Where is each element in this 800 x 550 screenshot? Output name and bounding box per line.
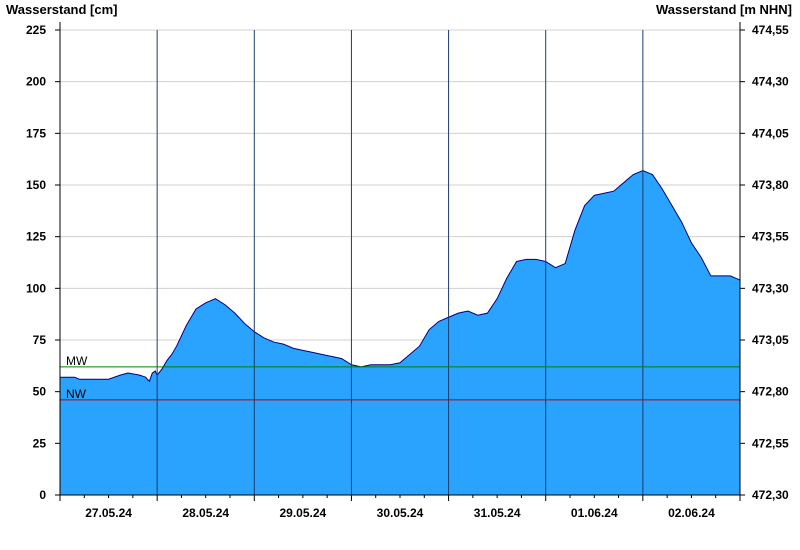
y-tick-label-left: 125 <box>26 230 46 244</box>
y-tick-label-right: 473,55 <box>752 230 789 244</box>
y-tick-label-left: 75 <box>33 333 47 347</box>
x-tick-label: 31.05.24 <box>474 506 521 520</box>
y-axis-label-left: Wasserstand [cm] <box>6 2 118 17</box>
y-tick-label-left: 150 <box>26 178 46 192</box>
x-tick-label: 28.05.24 <box>182 506 229 520</box>
y-tick-label-left: 225 <box>26 23 46 37</box>
y-tick-label-right: 473,80 <box>752 178 789 192</box>
y-tick-label-left: 175 <box>26 126 46 140</box>
x-tick-label: 02.06.24 <box>668 506 715 520</box>
y-tick-label-right: 472,55 <box>752 436 789 450</box>
x-tick-label: 30.05.24 <box>377 506 424 520</box>
water-level-line <box>60 169 741 383</box>
y-tick-label-right: 474,30 <box>752 75 789 89</box>
y-tick-label-left: 0 <box>39 488 46 502</box>
y-tick-label-right: 473,05 <box>752 333 789 347</box>
y-tick-label-right: 473,30 <box>752 281 789 295</box>
x-tick-label: 29.05.24 <box>279 506 326 520</box>
x-tick-label: 27.05.24 <box>85 506 132 520</box>
y-tick-label-left: 50 <box>33 385 47 399</box>
y-tick-label-right: 472,30 <box>752 488 789 502</box>
ref-label-nw: NW <box>66 387 87 401</box>
y-tick-label-left: 25 <box>33 436 47 450</box>
y-tick-label-right: 472,80 <box>752 385 789 399</box>
x-tick-label: 01.06.24 <box>571 506 618 520</box>
y-tick-label-left: 100 <box>26 281 46 295</box>
water-level-area <box>60 170 740 496</box>
y-tick-label-left: 200 <box>26 75 46 89</box>
ref-label-mw: MW <box>66 354 88 368</box>
y-tick-label-right: 474,05 <box>752 126 789 140</box>
y-axis-label-right: Wasserstand [m NHN] <box>655 2 792 17</box>
y-tick-label-right: 474,55 <box>752 23 789 37</box>
